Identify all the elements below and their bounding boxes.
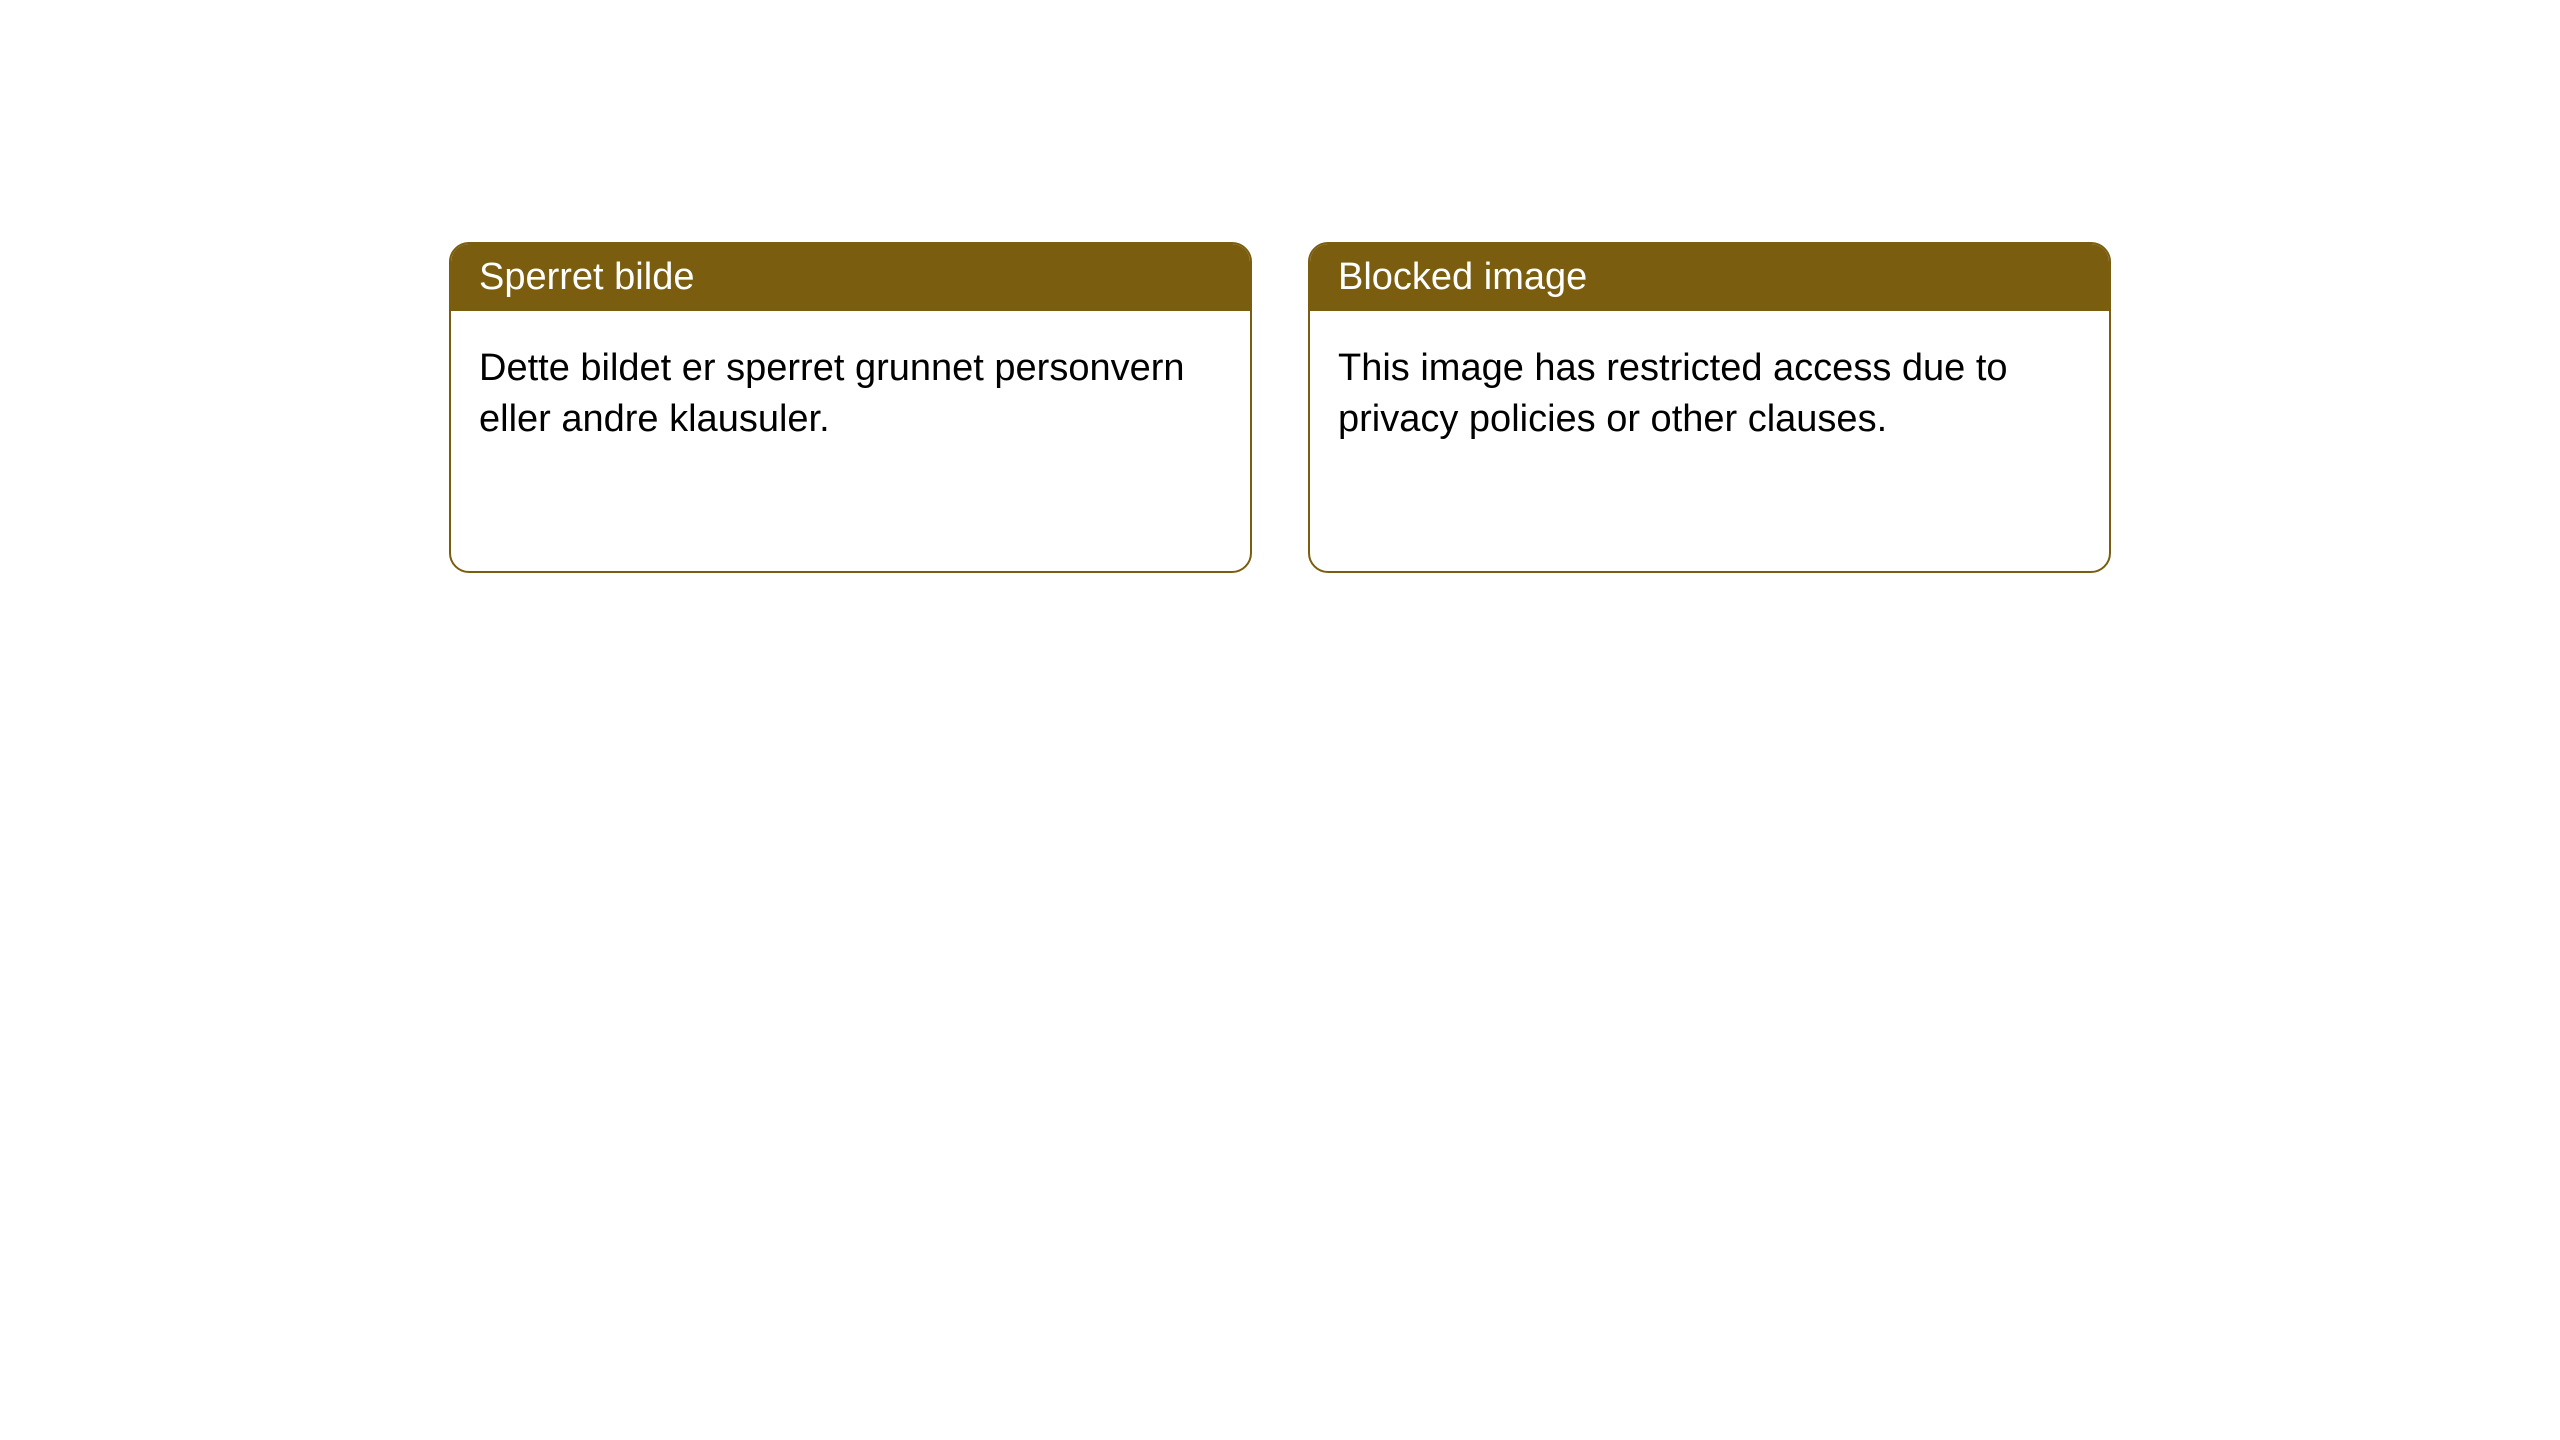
notice-body-norwegian: Dette bildet er sperret grunnet personve… <box>451 311 1250 478</box>
notice-header-norwegian: Sperret bilde <box>451 244 1250 311</box>
notice-card-norwegian: Sperret bilde Dette bildet er sperret gr… <box>449 242 1252 573</box>
notice-container: Sperret bilde Dette bildet er sperret gr… <box>0 0 2560 573</box>
notice-header-english: Blocked image <box>1310 244 2109 311</box>
notice-body-english: This image has restricted access due to … <box>1310 311 2109 478</box>
notice-card-english: Blocked image This image has restricted … <box>1308 242 2111 573</box>
